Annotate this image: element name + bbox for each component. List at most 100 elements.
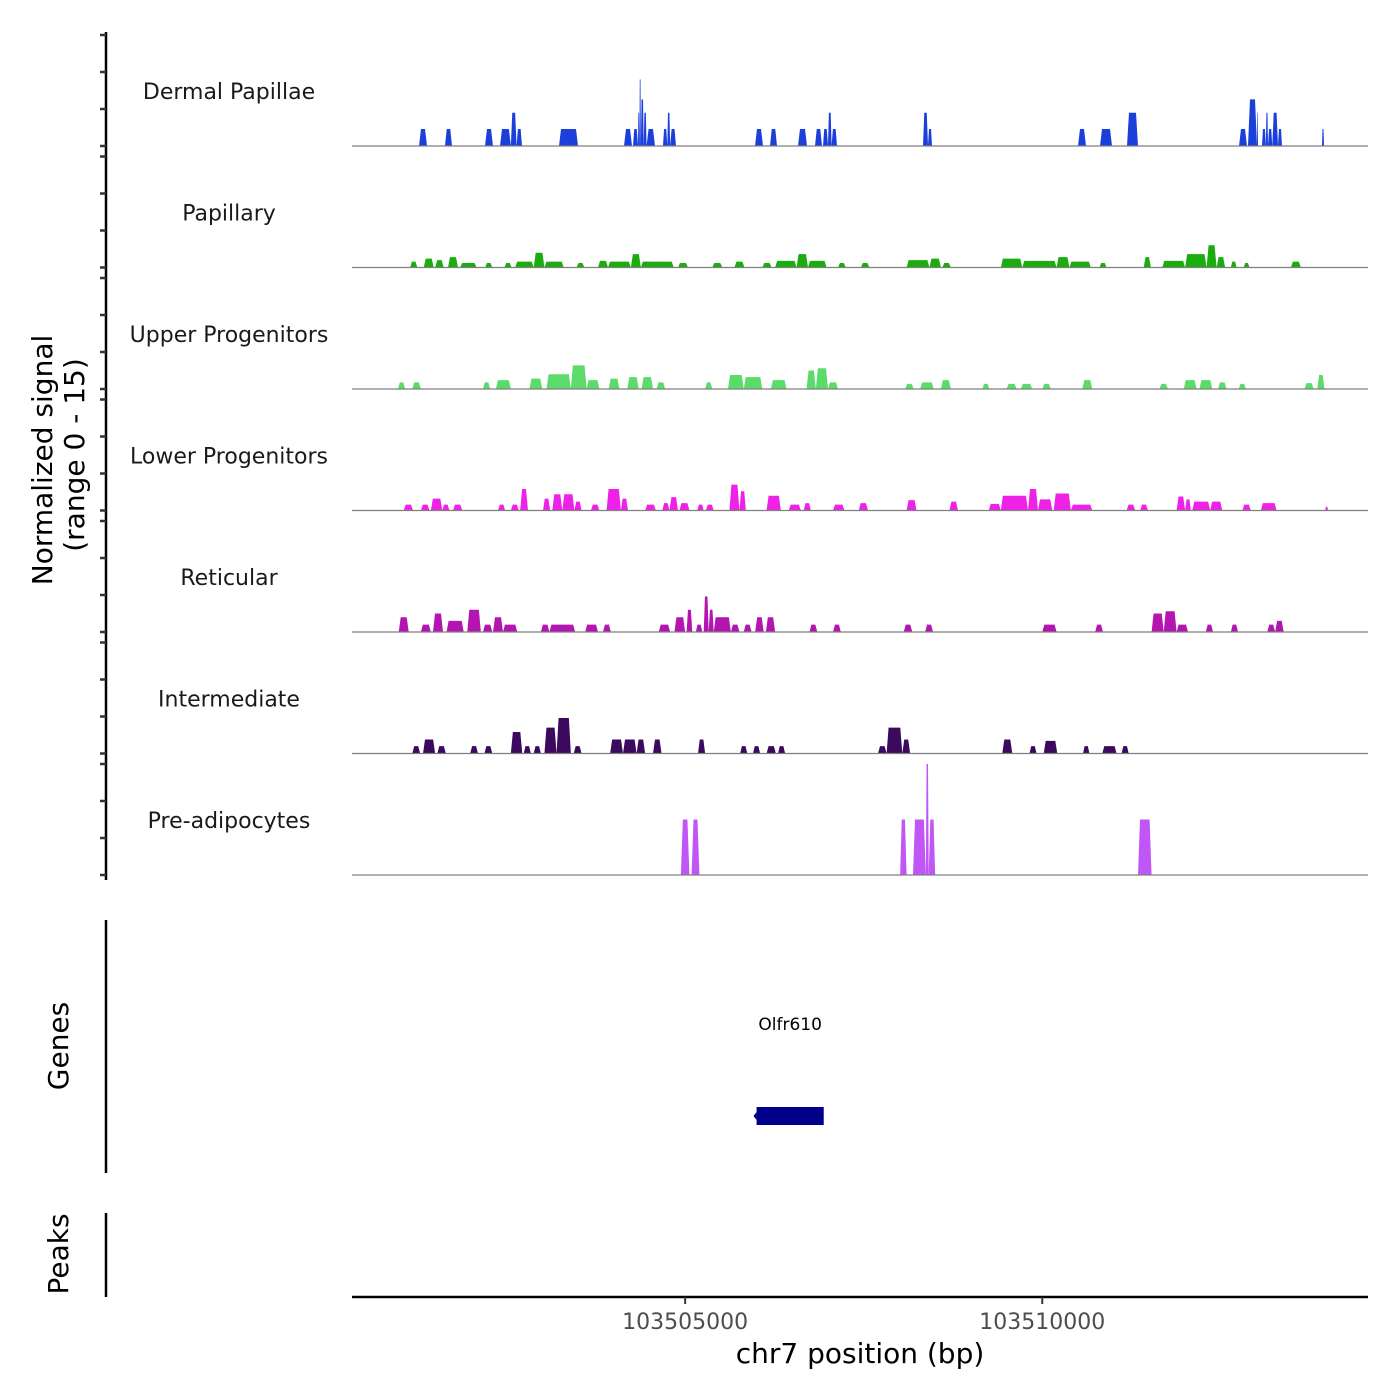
signal-peak — [1199, 380, 1213, 389]
signal-peak — [1290, 261, 1301, 268]
signal-peak — [1205, 624, 1213, 632]
signal-peak — [495, 380, 511, 389]
signal-peak — [729, 484, 740, 511]
signal-peak — [658, 624, 671, 632]
gene-olfr610[interactable]: Olfr610 — [753, 1015, 824, 1125]
signal-peak — [1176, 496, 1186, 511]
signal-peak — [445, 128, 452, 146]
signal-peak — [925, 624, 933, 632]
track-intermediate: Intermediate — [158, 688, 1368, 755]
signal-peak — [1265, 112, 1268, 146]
signal-peak — [643, 112, 647, 146]
signal-peak — [833, 504, 845, 511]
signal-peak — [523, 746, 531, 754]
signal-peak — [1083, 746, 1090, 754]
signal-peak — [1028, 489, 1038, 511]
signal-peak — [828, 112, 832, 146]
track-dermal-papillae: Dermal Papillae — [143, 79, 1368, 147]
signal-peak — [423, 739, 436, 754]
signal-peak — [608, 378, 620, 389]
signal-peak — [982, 383, 990, 389]
signal-peak — [1238, 383, 1246, 389]
track-label: Pre-adipocytes — [148, 809, 311, 834]
signal-peak — [484, 746, 493, 754]
signal-peak — [663, 128, 668, 146]
signal-peak — [573, 746, 582, 754]
signal-peak — [755, 617, 764, 632]
signal-peak — [493, 617, 503, 632]
signal-peak — [662, 503, 670, 511]
signal-peak — [679, 503, 690, 511]
signal-peak — [624, 128, 632, 146]
signal-peak — [1095, 624, 1103, 632]
track-upper-progenitors: Upper Progenitors — [130, 323, 1368, 390]
signal-peak — [435, 260, 444, 268]
signal-peak — [753, 746, 761, 754]
signal-peak — [775, 260, 797, 268]
signal-peak — [1082, 380, 1093, 389]
signal-peak — [1275, 620, 1284, 632]
signal-peak — [815, 128, 822, 146]
signal-peak — [923, 112, 928, 146]
signal-peak — [533, 252, 545, 268]
signal-peak — [770, 128, 777, 146]
signal-peak — [1100, 128, 1112, 146]
signal-peak — [1043, 740, 1058, 754]
signal-peak — [1322, 128, 1324, 146]
signal-peak — [623, 739, 637, 754]
gene-body — [756, 1107, 824, 1125]
signal-peak — [734, 261, 745, 268]
signal-peak — [1317, 374, 1325, 389]
signal-peak — [713, 617, 731, 632]
track-label: Intermediate — [158, 688, 300, 713]
signal-peak — [712, 263, 723, 268]
signal-peak — [552, 494, 563, 511]
signal-peak — [546, 374, 571, 389]
signal-peak — [1278, 128, 1282, 146]
signal-peak — [766, 746, 776, 754]
signal-peak — [743, 377, 763, 389]
signal-peak — [906, 500, 917, 511]
signal-peak — [886, 727, 903, 754]
signal-peak — [1078, 128, 1086, 146]
signal-peak — [1243, 263, 1250, 268]
peaks-track-label: Peaks — [42, 1213, 75, 1294]
signal-peak — [1069, 261, 1091, 268]
signal-peak — [831, 128, 837, 146]
signal-peak — [515, 261, 534, 268]
genes-panel: Olfr610 — [753, 1015, 824, 1125]
signal-peak — [705, 382, 713, 389]
signal-peak — [1242, 504, 1251, 511]
signal-peak — [556, 717, 571, 754]
signal-peak — [398, 382, 406, 389]
signal-peak — [1020, 383, 1033, 389]
signal-peak — [928, 128, 932, 146]
signal-peak — [925, 764, 929, 875]
signal-peak — [833, 624, 841, 632]
signal-peak — [640, 99, 644, 146]
signal-peak — [470, 746, 478, 754]
signal-peak — [453, 504, 463, 511]
signal-peak — [695, 624, 703, 632]
signal-peak — [1042, 383, 1051, 389]
track-label: Papillary — [182, 202, 276, 227]
signal-peak — [803, 503, 811, 511]
signal-peak — [740, 746, 748, 754]
signal-peak — [544, 727, 557, 754]
signal-peak — [510, 112, 517, 146]
signal-peak — [590, 504, 600, 511]
signal-peak — [806, 370, 816, 389]
signal-peak — [766, 495, 781, 511]
signal-peak — [678, 263, 688, 268]
signal-peak — [420, 504, 430, 511]
signal-peak — [680, 819, 690, 875]
signal-peak — [410, 261, 418, 268]
signal-peak — [641, 377, 653, 389]
signal-peak — [697, 504, 704, 511]
signal-peak — [1216, 257, 1226, 268]
signal-peak — [586, 380, 600, 389]
x-tick-label: 103510000 — [979, 1310, 1105, 1335]
signal-peak — [686, 609, 693, 632]
signal-peak — [1022, 260, 1057, 268]
